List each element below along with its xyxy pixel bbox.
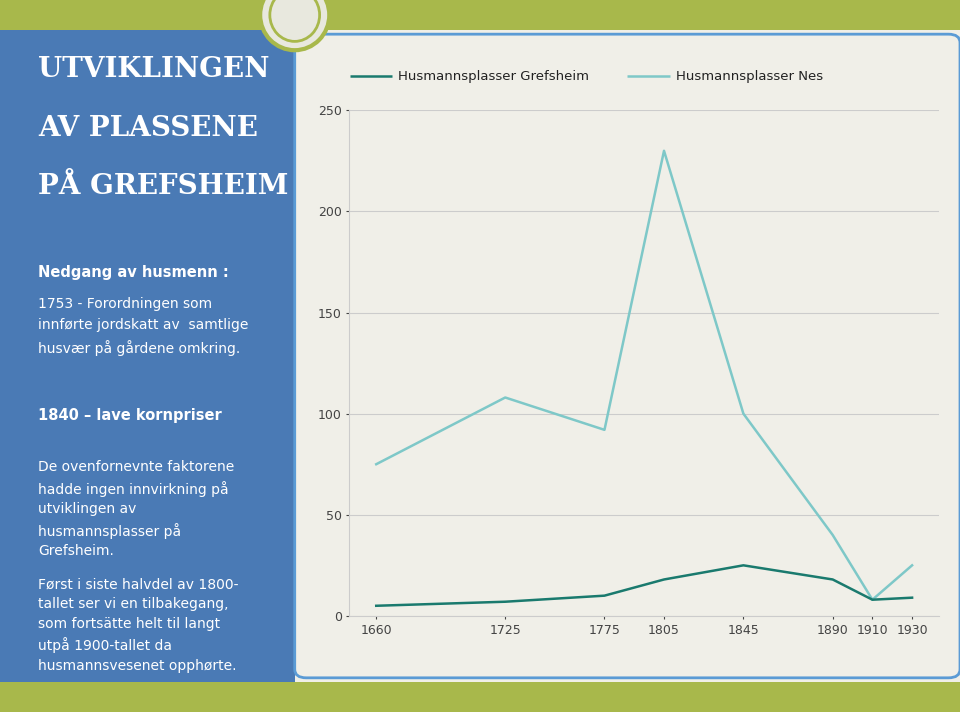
Text: AV PLASSENE: AV PLASSENE (38, 115, 258, 142)
Text: 1753 - Forordningen som
innførte jordskatt av  samtlige
husvær på gårdene omkrin: 1753 - Forordningen som innførte jordska… (38, 298, 249, 355)
Text: Nedgang av husmenn :: Nedgang av husmenn : (38, 265, 228, 280)
Text: UTVIKLINGEN: UTVIKLINGEN (38, 56, 270, 83)
Text: Husmannsplasser Nes: Husmannsplasser Nes (676, 70, 823, 83)
Text: PÅ GREFSHEIM: PÅ GREFSHEIM (38, 174, 289, 200)
Text: 1840 – lave kornpriser: 1840 – lave kornpriser (38, 408, 222, 423)
Text: Husmannsplasser Grefsheim: Husmannsplasser Grefsheim (397, 70, 588, 83)
Text: De ovenfornevnte faktorene
hadde ingen innvirkning på
utviklingen av
husmannspla: De ovenfornevnte faktorene hadde ingen i… (38, 461, 234, 558)
Text: Først i siste halvdel av 1800-
tallet ser vi en tilbakegang,
som fortsätte helt : Først i siste halvdel av 1800- tallet se… (38, 577, 239, 673)
